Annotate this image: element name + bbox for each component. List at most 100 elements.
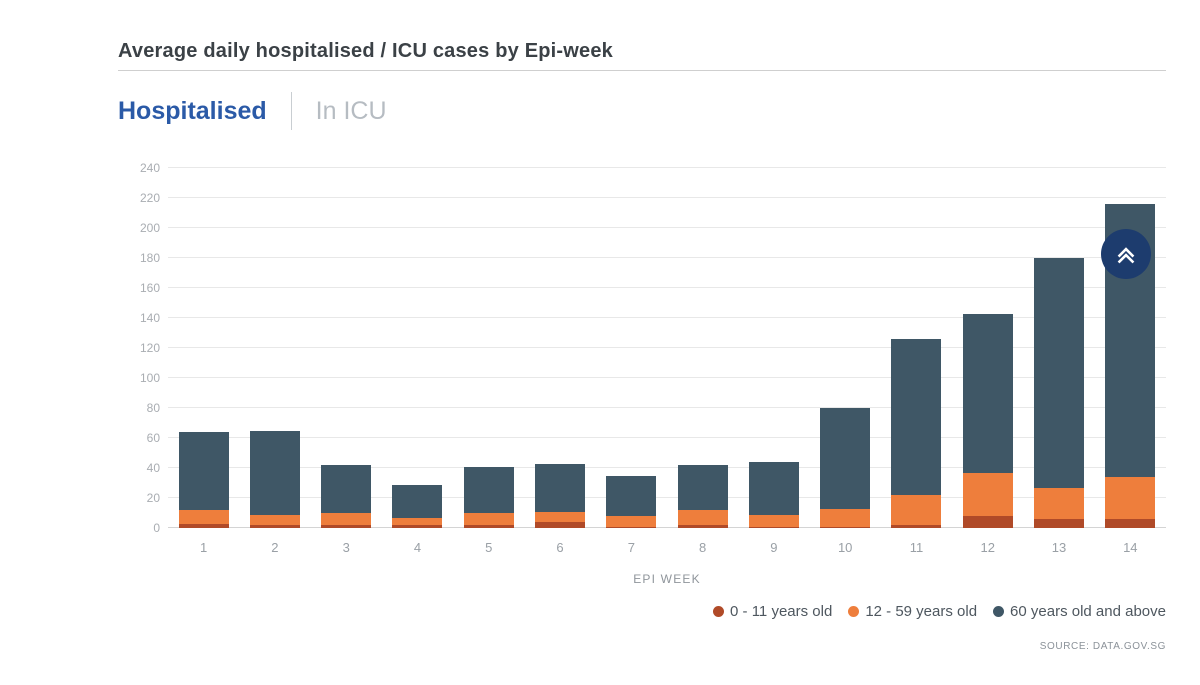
bar-segment[interactable]: [249, 525, 300, 528]
bar-segment[interactable]: [677, 510, 728, 525]
x-tick-label: 5: [485, 540, 493, 555]
bar-segment[interactable]: [606, 516, 657, 527]
bar-segment[interactable]: [891, 339, 942, 495]
bar-segment[interactable]: [535, 522, 586, 528]
gridline: [168, 497, 1166, 498]
bar-slot: [667, 168, 738, 528]
bar-segment[interactable]: [1105, 477, 1156, 519]
gridline: [168, 287, 1166, 288]
stacked-bar-week-6[interactable]: [535, 463, 586, 528]
bar-segment[interactable]: [606, 475, 657, 516]
x-tick-label: 11: [909, 540, 924, 555]
y-tick-label: 100: [139, 371, 160, 385]
bar-slot: [168, 168, 239, 528]
bar-segment[interactable]: [1034, 258, 1085, 488]
legend-item[interactable]: 12 - 59 years old: [848, 603, 977, 620]
y-tick-label: 220: [139, 191, 160, 205]
y-tick-label: 200: [139, 221, 160, 235]
bar-segment[interactable]: [535, 511, 586, 522]
bar-segment[interactable]: [463, 525, 514, 528]
bar-segment[interactable]: [249, 430, 300, 515]
y-tick-label: 120: [139, 341, 160, 355]
bar-slot: [881, 168, 952, 528]
bar-segment[interactable]: [392, 484, 443, 518]
stacked-bar-week-9[interactable]: [748, 462, 799, 528]
stacked-bar-week-12[interactable]: [962, 313, 1013, 528]
bar-segment[interactable]: [1034, 519, 1085, 528]
bar-segment[interactable]: [1034, 487, 1085, 519]
legend-item[interactable]: 60 years old and above: [993, 603, 1166, 620]
legend-item[interactable]: 0 - 11 years old: [713, 603, 832, 620]
x-tick-label: 7: [627, 540, 635, 555]
stacked-bar-week-3[interactable]: [321, 465, 372, 528]
bar-segment[interactable]: [535, 463, 586, 512]
bar-segment[interactable]: [820, 508, 871, 527]
stacked-bar-week-5[interactable]: [463, 466, 514, 528]
bar-segment[interactable]: [606, 526, 657, 528]
bar-segment[interactable]: [677, 525, 728, 528]
bar-segment[interactable]: [962, 516, 1013, 528]
bar-segment[interactable]: [820, 408, 871, 509]
gridline: [168, 167, 1166, 168]
bar-slot: [596, 168, 667, 528]
bar-segment[interactable]: [321, 513, 372, 525]
stacked-bar-week-4[interactable]: [392, 484, 443, 528]
legend-label: 0 - 11 years old: [730, 603, 833, 620]
gridline: [168, 317, 1166, 318]
bar-segment[interactable]: [748, 462, 799, 515]
stacked-bar-week-8[interactable]: [677, 465, 728, 528]
y-tick-label: 20: [146, 491, 160, 505]
legend-dot: [993, 606, 1005, 617]
stacked-bar-week-13[interactable]: [1034, 258, 1085, 528]
stacked-bar-week-11[interactable]: [891, 339, 942, 528]
gridline: [168, 257, 1166, 258]
stacked-bar-week-7[interactable]: [606, 475, 657, 528]
stacked-bar-week-10[interactable]: [820, 408, 871, 528]
plot-grid: [168, 167, 1166, 528]
bar-segment[interactable]: [463, 513, 514, 525]
bar-segment[interactable]: [249, 514, 300, 525]
title-rule: [118, 70, 1166, 71]
bar-segment[interactable]: [178, 523, 229, 528]
bar-segment[interactable]: [677, 465, 728, 510]
tab-in-icu[interactable]: In ICU: [315, 97, 387, 125]
y-axis: 0 20 40 60 80 100 120 140 160 180 200 220 240: [118, 161, 160, 535]
bar-segment[interactable]: [321, 465, 372, 513]
bar-slot: [453, 168, 524, 528]
y-tick-label: 140: [139, 311, 160, 325]
gridline: [168, 527, 1166, 528]
bar-slot: [524, 168, 595, 528]
bar-segment[interactable]: [321, 525, 372, 528]
chevron-double-up-icon: [1117, 247, 1135, 264]
bar-segment[interactable]: [820, 526, 871, 528]
legend-dot: [848, 606, 860, 617]
legend: 0 - 11 years old 12 - 59 years old 60 year…: [713, 603, 1166, 620]
scroll-top-button[interactable]: [1101, 229, 1151, 279]
bar-segment[interactable]: [962, 313, 1013, 473]
bar-segment[interactable]: [891, 525, 942, 528]
tab-divider: [290, 92, 292, 130]
bar-slot: [810, 168, 881, 528]
bars: [168, 168, 1166, 528]
bar-slot: [952, 168, 1023, 528]
bar-segment[interactable]: [1105, 519, 1156, 528]
bar-segment[interactable]: [178, 432, 229, 510]
x-tick-label: 12: [980, 540, 995, 555]
bar-segment[interactable]: [392, 517, 443, 525]
bar-segment[interactable]: [178, 510, 229, 524]
bar-segment[interactable]: [891, 495, 942, 525]
bar-segment[interactable]: [748, 526, 799, 528]
x-tick-label: 3: [342, 540, 350, 555]
stacked-bar-week-1[interactable]: [178, 432, 229, 528]
source-attribution: SOURCE: DATA.GOV.SG: [1039, 641, 1166, 652]
stacked-bar-week-2[interactable]: [249, 430, 300, 528]
y-tick-label: 80: [146, 401, 160, 415]
x-tick-label: 8: [698, 540, 707, 555]
bar-segment[interactable]: [962, 472, 1013, 516]
bar-segment[interactable]: [392, 525, 443, 528]
tab-hospitalised[interactable]: Hospitalised: [118, 97, 267, 125]
legend-label: 60 years old and above: [1010, 603, 1166, 620]
bar-segment[interactable]: [748, 514, 799, 527]
bar-segment[interactable]: [463, 466, 514, 513]
